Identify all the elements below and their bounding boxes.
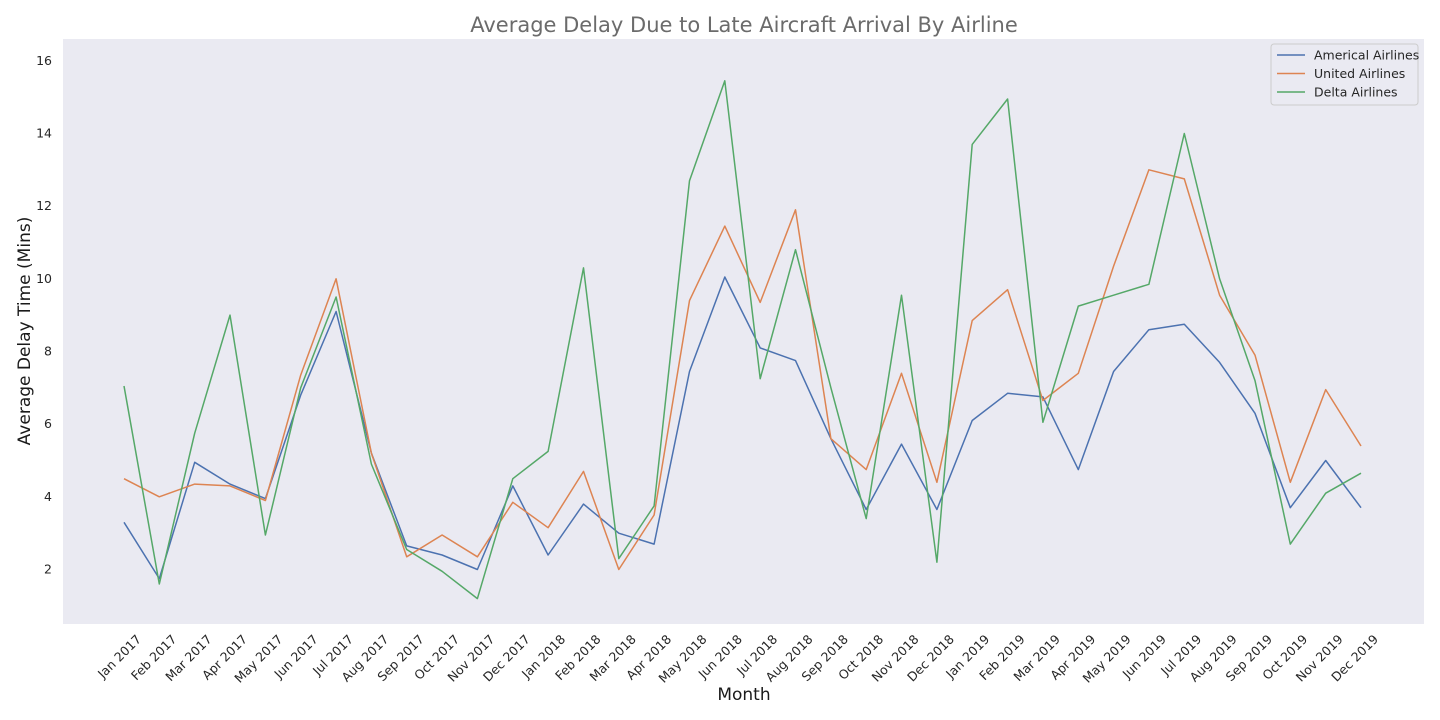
- y-tick-label: 12: [36, 198, 52, 213]
- x-axis-label: Month: [717, 685, 770, 705]
- y-tick-label: 14: [36, 125, 52, 140]
- y-axis-ticks: 2 4 6 8 10 12 14 16: [36, 53, 52, 577]
- y-axis-label: Average Delay Time (Mins): [15, 217, 35, 446]
- series-line-3: [123, 80, 1362, 600]
- y-tick-label: 2: [44, 561, 52, 576]
- legend-box: [1270, 43, 1419, 106]
- chart-title: Average Delay Due to Late Aircraft Arriv…: [470, 13, 1018, 37]
- plot-area: [63, 39, 1424, 624]
- legend-label: Delta Airlines: [1314, 85, 1398, 100]
- legend-label: United Airlines: [1314, 66, 1405, 81]
- legend: Americal Airlines United Airlines Delta Ai…: [1270, 43, 1419, 106]
- y-tick-label: 6: [44, 416, 52, 431]
- series-line-2: [123, 169, 1362, 571]
- legend-label: Americal Airlines: [1314, 48, 1419, 63]
- y-tick-label: 8: [44, 343, 52, 358]
- y-tick-label: 10: [36, 271, 52, 286]
- y-tick-label: 16: [36, 53, 52, 68]
- series-line-1: [123, 276, 1362, 580]
- y-tick-label: 4: [44, 489, 52, 504]
- series-layer: [123, 80, 1362, 600]
